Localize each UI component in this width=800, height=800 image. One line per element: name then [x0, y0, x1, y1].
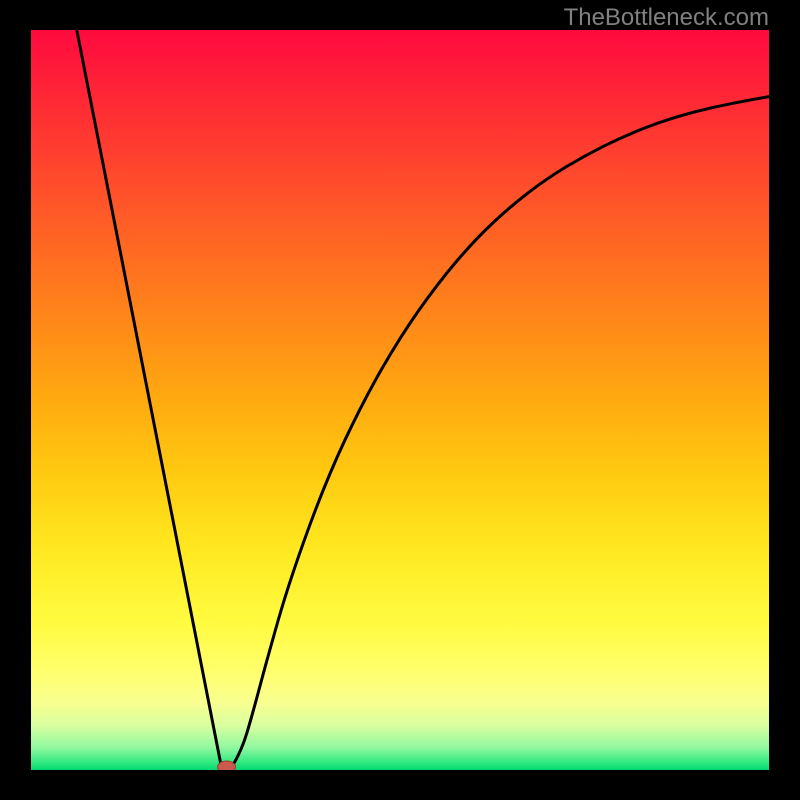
bottleneck-curve [31, 30, 769, 770]
plot-area [31, 30, 769, 770]
curve-path [77, 30, 769, 767]
minimum-marker [218, 761, 236, 770]
watermark-text: TheBottleneck.com [564, 4, 769, 32]
chart-container: TheBottleneck.com [0, 0, 800, 800]
